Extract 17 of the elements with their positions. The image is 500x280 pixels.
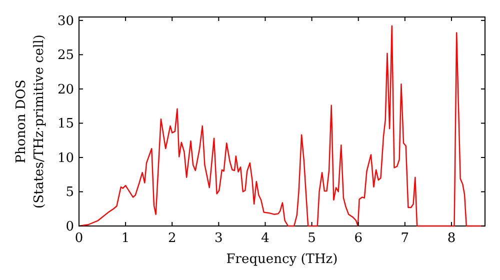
y-axis-title: Phonon DOS (States/THz·primitive cell) bbox=[14, 34, 47, 209]
x-axis-title: Frequency (THz) bbox=[226, 252, 338, 267]
y-tick-label: 15 bbox=[57, 116, 74, 132]
x-tick-label: 1 bbox=[121, 231, 130, 246]
y-tick-label: 5 bbox=[66, 185, 74, 200]
y-tick-label: 0 bbox=[66, 220, 74, 234]
x-tick-label: 2 bbox=[168, 231, 176, 246]
x-tick-label: 7 bbox=[400, 231, 410, 246]
y-tick-label: 30 bbox=[57, 14, 74, 29]
x-tick-label: 8 bbox=[447, 231, 456, 246]
x-tick-label: 6 bbox=[354, 231, 362, 246]
x-tick-label: 4 bbox=[261, 231, 270, 246]
x-tick-label: 5 bbox=[308, 231, 316, 246]
y-tick-label: 20 bbox=[57, 82, 74, 98]
y-tick-label: 25 bbox=[57, 48, 74, 64]
y-tick-label: 10 bbox=[57, 150, 74, 166]
x-tick-label: 3 bbox=[214, 231, 223, 246]
